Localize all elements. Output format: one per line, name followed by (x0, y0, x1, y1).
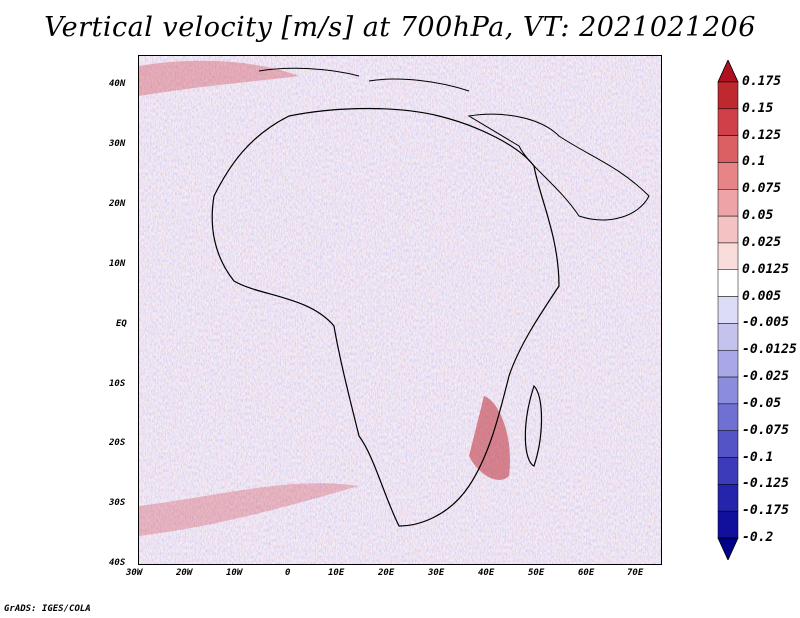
south-atlantic-band (139, 483, 359, 536)
colorbar-bottom-arrow (717, 537, 739, 560)
vertical-velocity-field (139, 56, 661, 564)
colorbar-swatch (717, 135, 739, 163)
lat-label: 10S (109, 379, 126, 389)
colorbar-swatch (717, 269, 739, 297)
lat-label: 10N (109, 259, 126, 269)
colorbar-tick-label: -0.075 (742, 422, 789, 438)
africa-coastline (211, 107, 560, 527)
colorbar-swatch (717, 510, 739, 539)
lon-label: 70E (627, 568, 644, 578)
colorbar-tick-label: 0.075 (742, 181, 782, 197)
lon-label: 40E (478, 568, 495, 578)
colorbar-swatch (717, 484, 739, 512)
lat-label: 20S (109, 438, 126, 448)
colorbar-tick-label: 0.15 (742, 100, 774, 116)
madagascar-coastline (524, 384, 543, 467)
footer-credit: GrADS: IGES/COLA (4, 604, 91, 614)
colorbar-tick-label: -0.125 (742, 476, 789, 492)
colorbar-swatch (717, 242, 739, 271)
lat-label: 20N (109, 199, 126, 209)
colorbar-swatch (717, 296, 739, 324)
lat-label: 40S (109, 558, 126, 568)
colorbar-tick-label: 0.005 (742, 288, 782, 304)
colorbar-tick-label: -0.0125 (742, 342, 797, 358)
colorbar-tick-label: -0.1 (742, 449, 774, 465)
colorbar-tick-label: -0.025 (742, 369, 789, 385)
lon-label: 30E (428, 568, 445, 578)
lat-label: 30N (109, 139, 126, 149)
colorbar-swatch (717, 376, 739, 405)
colorbar-swatch (717, 108, 739, 136)
colorbar-swatch (717, 349, 739, 378)
lon-label: 30W (126, 568, 143, 578)
colorbar-tick-label: 0.175 (742, 74, 782, 89)
lon-label: 50E (528, 568, 545, 578)
lon-label: 20E (378, 568, 395, 578)
colorbar-swatch (717, 457, 739, 485)
lon-label: 10W (226, 568, 243, 578)
colorbar-tick-label: 0.025 (742, 234, 782, 250)
lon-label: 20W (176, 568, 193, 578)
colorbar-swatch (717, 403, 739, 431)
colorbar-tick-label: -0.175 (742, 503, 789, 519)
colorbar-tick-label: 0.125 (742, 127, 782, 143)
colorbar-tick-label: 0.0125 (742, 261, 789, 277)
colorbar-swatch (717, 323, 739, 351)
colorbar-swatch (717, 81, 739, 110)
colorbar-tick-label: -0.2 (742, 530, 774, 545)
europe-coastline (258, 67, 470, 92)
arabia-coastline (467, 113, 650, 221)
chart-title: Vertical velocity [m/s] at 700hPa, VT: 2… (44, 12, 756, 43)
lat-label: EQ (116, 319, 127, 329)
map-panel (138, 55, 662, 565)
colorbar-swatch (717, 162, 739, 190)
colorbar (717, 60, 739, 560)
lat-label: 40N (109, 79, 126, 89)
lon-label: 10E (328, 568, 345, 578)
colorbar-swatch (717, 215, 739, 244)
mozambique-channel-updraft (469, 396, 510, 480)
lon-label: 0 (285, 568, 291, 578)
north-atlantic-band (139, 60, 299, 96)
colorbar-tick-label: -0.005 (742, 315, 789, 331)
colorbar-tick-label: 0.1 (742, 154, 766, 170)
lat-label: 30S (109, 498, 126, 508)
colorbar-tick-label: 0.05 (742, 208, 774, 224)
colorbar-top-arrow (717, 60, 739, 83)
colorbar-tick-label: -0.05 (742, 395, 782, 411)
lon-label: 60E (578, 568, 595, 578)
colorbar-swatch (717, 189, 739, 217)
colorbar-swatch (717, 430, 739, 458)
